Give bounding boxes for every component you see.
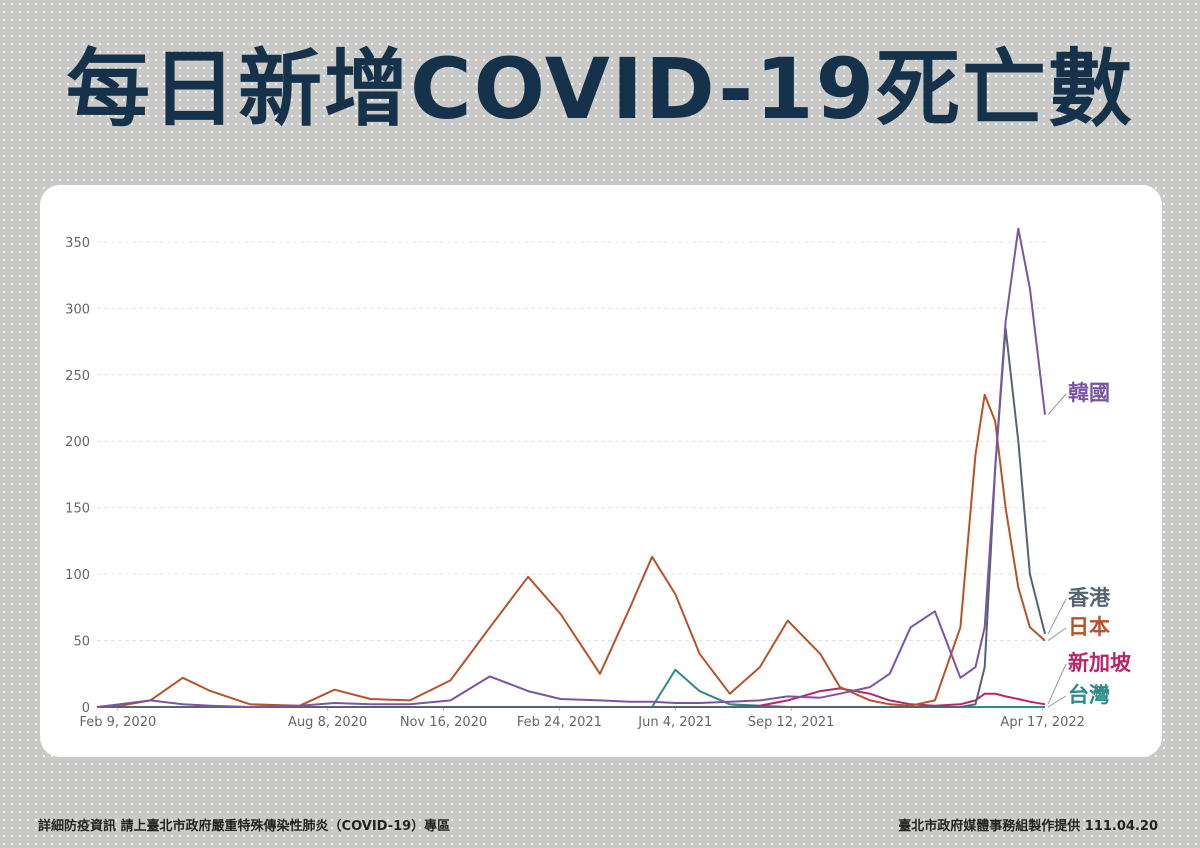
y-tick-label: 50 xyxy=(73,635,90,650)
y-tick-label: 350 xyxy=(65,236,90,251)
label-leader xyxy=(1047,598,1067,635)
label-leader xyxy=(1047,695,1067,708)
footer-right: 臺北市政府媒體事務組製作提供 111.04.20 xyxy=(898,819,1158,834)
y-tick-label: 100 xyxy=(65,568,90,583)
y-tick-label: 0 xyxy=(82,701,90,716)
x-tick-label: Apr 17, 2022 xyxy=(1000,715,1085,730)
y-tick-label: 150 xyxy=(65,502,90,517)
label-leader xyxy=(1047,393,1067,415)
footer-left: 詳細防疫資訊 請上臺北市政府嚴重特殊傳染性肺炎（COVID-19）專區 xyxy=(38,819,451,834)
x-tick-label: Feb 24, 2021 xyxy=(517,715,602,730)
x-tick-label: Aug 8, 2020 xyxy=(288,715,367,730)
y-tick-label: 250 xyxy=(65,369,90,384)
x-tick-label: Nov 16, 2020 xyxy=(400,715,487,730)
series-label: 韓國 xyxy=(1068,381,1110,405)
series-label: 日本 xyxy=(1068,615,1110,639)
label-leader xyxy=(1047,663,1067,705)
x-tick-label: Feb 9, 2020 xyxy=(79,715,156,730)
series-label: 新加坡 xyxy=(1068,651,1131,675)
y-tick-label: 300 xyxy=(65,302,90,317)
x-tick-label: Sep 12, 2021 xyxy=(748,715,835,730)
series-label: 台灣 xyxy=(1068,683,1110,707)
label-leader xyxy=(1047,627,1067,641)
series-line xyxy=(96,227,1046,708)
series-label: 香港 xyxy=(1068,586,1111,610)
x-tick-label: Jun 4, 2021 xyxy=(637,715,712,730)
y-tick-label: 200 xyxy=(65,435,90,450)
series-line xyxy=(97,327,1046,708)
page-title: 每日新增COVID-19死亡數 xyxy=(65,40,1135,138)
